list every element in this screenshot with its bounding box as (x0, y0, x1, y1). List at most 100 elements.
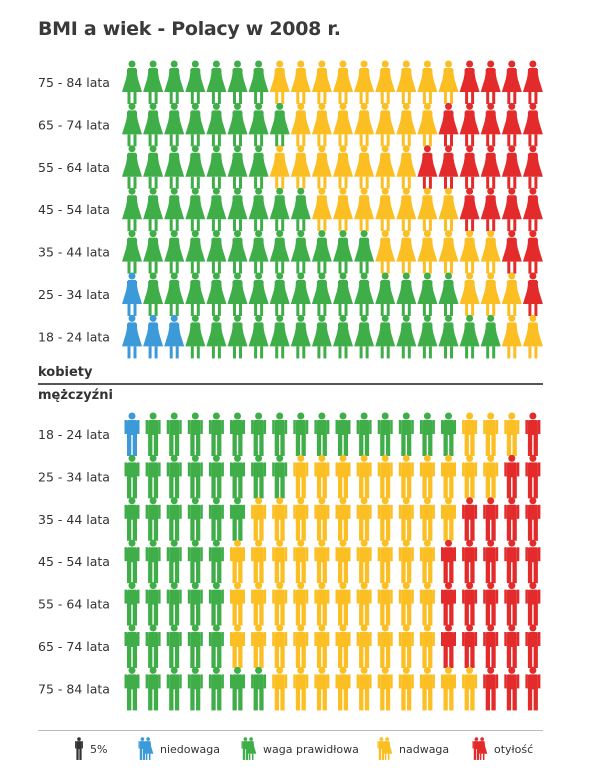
person-overweight (356, 624, 372, 668)
person-normal (311, 314, 332, 359)
person-normal (124, 582, 140, 626)
person-normal (311, 230, 332, 274)
legend-unit-label: 5% (90, 742, 108, 756)
person-normal (164, 272, 185, 316)
row-label: 35 - 44 lata (38, 245, 110, 260)
person-overweight (396, 230, 417, 274)
person-overweight (333, 145, 353, 189)
person-normal (145, 666, 161, 711)
person-obese (459, 145, 480, 189)
person-normal (269, 102, 290, 147)
person-overweight (462, 666, 478, 711)
person-normal (166, 624, 182, 668)
person-normal (459, 314, 480, 359)
person-overweight (480, 230, 501, 274)
person-normal (230, 454, 245, 499)
person-normal (143, 272, 164, 316)
person-overweight (251, 539, 267, 584)
person-overweight (356, 582, 372, 626)
person-obese (522, 230, 543, 274)
person-normal (269, 272, 290, 316)
person-normal (396, 314, 417, 359)
person-normal (208, 454, 224, 499)
person-normal (164, 102, 185, 147)
person-normal (375, 314, 396, 359)
person-overweight (333, 102, 353, 147)
person-overweight (290, 60, 311, 104)
person-normal (187, 666, 203, 711)
person-normal (227, 187, 248, 232)
person-normal (208, 666, 224, 711)
row-label: 25 - 34 lata (38, 287, 110, 302)
legend-normal-label: waga prawidłowa (263, 742, 359, 756)
person-normal (290, 272, 311, 316)
row-men-6: 75 - 84 lata (38, 666, 541, 711)
person-obese (504, 539, 520, 584)
person-overweight (311, 187, 332, 232)
person-obese (483, 624, 499, 668)
person-normal (145, 454, 161, 499)
person-overweight (462, 412, 478, 456)
legend-overweight: nadwaga (373, 736, 449, 762)
person-normal (122, 230, 142, 274)
person-obese (525, 539, 541, 584)
person-normal (251, 412, 267, 456)
person-normal (417, 314, 438, 359)
person-overweight (335, 624, 351, 668)
person-underweight (122, 272, 142, 316)
row-men-5: 65 - 74 lata (38, 624, 541, 668)
person-normal (164, 60, 185, 104)
person-overweight (314, 624, 330, 668)
row-label: 55 - 64 lata (38, 160, 110, 175)
person-obese (522, 145, 543, 189)
person-normal (166, 454, 182, 499)
person-overweight (293, 539, 309, 584)
person-overweight (419, 497, 435, 541)
person-overweight (333, 187, 353, 232)
row-women-5: 25 - 34 lata (38, 272, 543, 316)
person-overweight (375, 102, 396, 147)
person-overweight (483, 412, 499, 456)
person-overweight (417, 187, 438, 232)
person-overweight (251, 624, 267, 668)
row-men-4: 55 - 64 lata (38, 582, 541, 626)
person-normal (206, 230, 227, 274)
person-underweight (124, 412, 140, 456)
person-normal (187, 539, 203, 584)
person-obese (462, 624, 478, 668)
row-men-2: 35 - 44 lata (38, 497, 541, 541)
person-obese (525, 666, 541, 711)
person-overweight (375, 187, 396, 232)
person-normal (227, 272, 248, 316)
person-overweight (398, 454, 414, 499)
person-obese (522, 272, 543, 316)
person-obese (525, 454, 541, 499)
person-overweight (419, 582, 435, 626)
row-label: 75 - 84 lata (38, 681, 110, 696)
person-normal (187, 582, 203, 626)
person-overweight (230, 539, 245, 584)
person-normal (124, 624, 140, 668)
person-overweight (356, 539, 372, 584)
person-obese (483, 497, 499, 541)
person-normal (230, 412, 245, 456)
person-overweight (438, 60, 459, 104)
women-rows: 75 - 84 lata 65 - 74 lata 55 - 64 lata 45 -… (38, 60, 543, 359)
person-overweight (230, 624, 245, 668)
person-overweight (417, 60, 438, 104)
person-normal (356, 412, 372, 456)
person-normal (333, 272, 353, 316)
person-obese (483, 582, 499, 626)
person-normal (248, 102, 269, 147)
person-obese (480, 102, 501, 147)
person-obese (480, 187, 501, 232)
person-underweight (143, 314, 164, 359)
person-overweight (269, 145, 290, 189)
section-men: mężczyźni (38, 388, 113, 403)
person-overweight (441, 497, 456, 541)
person-overweight (419, 539, 435, 584)
person-normal (185, 314, 206, 359)
person-normal (248, 272, 269, 316)
section-divider (38, 383, 543, 385)
person-overweight (438, 187, 459, 232)
